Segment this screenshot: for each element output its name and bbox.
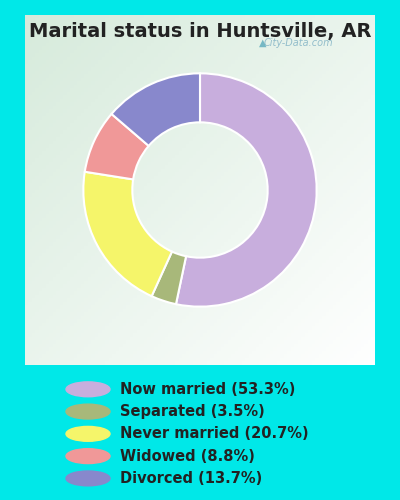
Wedge shape xyxy=(112,74,200,146)
Circle shape xyxy=(66,471,110,486)
Text: ▲: ▲ xyxy=(259,38,267,48)
Circle shape xyxy=(66,382,110,396)
Circle shape xyxy=(66,426,110,442)
Wedge shape xyxy=(176,74,317,306)
Wedge shape xyxy=(152,252,186,304)
Text: Divorced (13.7%): Divorced (13.7%) xyxy=(120,471,262,486)
Wedge shape xyxy=(85,114,149,180)
Circle shape xyxy=(66,404,110,419)
Wedge shape xyxy=(83,172,172,296)
Circle shape xyxy=(66,448,110,464)
Text: Marital status in Huntsville, AR: Marital status in Huntsville, AR xyxy=(29,22,371,42)
Text: City-Data.com: City-Data.com xyxy=(263,38,333,48)
Text: Now married (53.3%): Now married (53.3%) xyxy=(120,382,295,397)
Text: Never married (20.7%): Never married (20.7%) xyxy=(120,426,309,442)
Text: Separated (3.5%): Separated (3.5%) xyxy=(120,404,265,419)
Text: Widowed (8.8%): Widowed (8.8%) xyxy=(120,448,255,464)
